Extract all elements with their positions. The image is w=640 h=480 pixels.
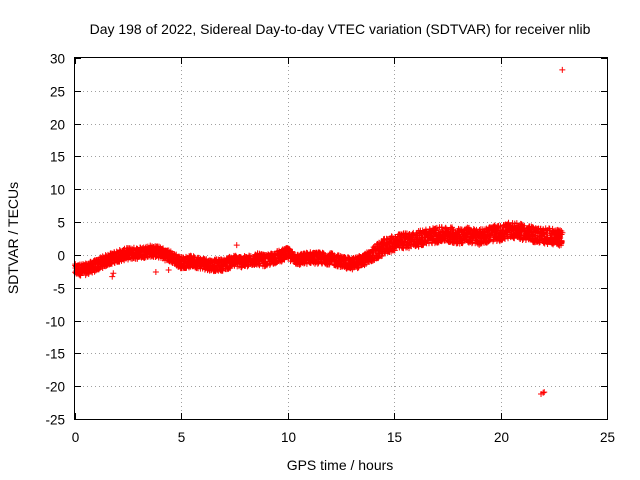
y-tick-label: 30 — [50, 52, 65, 67]
y-tick-label: -5 — [53, 282, 65, 297]
x-tick-label: 15 — [387, 430, 402, 445]
data-point — [233, 242, 240, 249]
data-point — [557, 234, 564, 241]
x-tick-label: 5 — [178, 430, 186, 445]
y-tick-label: 20 — [50, 118, 65, 133]
data-point — [521, 222, 528, 229]
data-point — [109, 273, 116, 280]
data-point — [449, 226, 456, 233]
data-point — [165, 267, 172, 274]
data-point — [559, 229, 566, 236]
data-point — [303, 260, 310, 267]
data-point — [541, 389, 548, 396]
y-tick-label: -20 — [45, 380, 65, 395]
axis-ticks: 0 5 10 15 20 25 -25 -20 -15 -10 -5 0 5 10 15 20 25 30 — [45, 52, 615, 446]
y-tick-label: 5 — [57, 216, 65, 231]
data-point — [152, 268, 159, 275]
data-point — [375, 254, 382, 261]
chart-title: Day 198 of 2022, Sidereal Day-to-day VTE… — [90, 21, 591, 37]
y-tick-label: -10 — [45, 315, 65, 330]
y-tick-label: 10 — [50, 183, 65, 198]
data-point — [542, 231, 549, 238]
data-point — [513, 220, 520, 227]
data-points — [72, 66, 566, 398]
data-point — [486, 237, 493, 244]
data-point — [559, 66, 566, 73]
x-tick-label: 20 — [494, 430, 509, 445]
data-point — [432, 225, 439, 232]
data-point — [538, 391, 545, 398]
plot-frame — [74, 57, 608, 420]
data-point — [497, 223, 504, 230]
x-tick-label: 25 — [600, 430, 615, 445]
data-point — [415, 243, 422, 250]
y-tick-label: -25 — [45, 413, 65, 428]
y-tick-label: 15 — [50, 150, 65, 165]
y-tick-label: -15 — [45, 347, 65, 362]
data-point — [302, 257, 309, 264]
y-tick-label: 25 — [50, 85, 65, 100]
x-tick-label: 0 — [72, 430, 80, 445]
data-point — [110, 270, 117, 277]
data-point — [558, 238, 565, 245]
y-axis-label: SDTVAR / TECUs — [5, 182, 21, 294]
x-tick-label: 10 — [281, 430, 296, 445]
x-axis-label: GPS time / hours — [287, 457, 394, 473]
y-tick-label: 0 — [57, 249, 65, 264]
